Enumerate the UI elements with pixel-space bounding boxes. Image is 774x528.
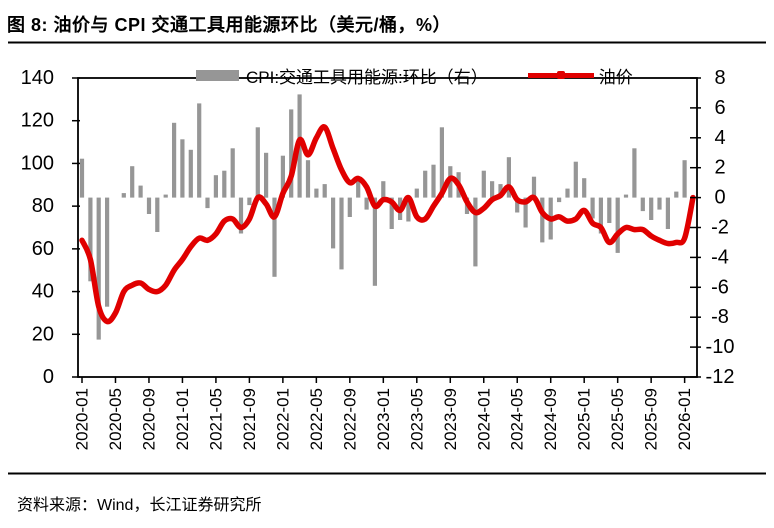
chart-legend: CPI:交通工具用能源:环比（右） 油价: [196, 62, 633, 88]
svg-text:2025-09: 2025-09: [642, 388, 661, 450]
svg-text:2020-05: 2020-05: [106, 388, 125, 450]
svg-text:2025-05: 2025-05: [608, 388, 627, 450]
svg-text:100: 100: [21, 152, 54, 174]
svg-text:2023-01: 2023-01: [374, 388, 393, 450]
svg-text:2026-01: 2026-01: [675, 388, 694, 450]
legend-bar-label: CPI:交通工具用能源:环比（右）: [246, 67, 488, 87]
svg-text:2023-05: 2023-05: [407, 388, 426, 450]
svg-text:2025-01: 2025-01: [575, 388, 594, 450]
svg-text:-6: -6: [711, 276, 729, 298]
svg-text:2020-09: 2020-09: [140, 388, 159, 450]
svg-text:20: 20: [32, 323, 54, 345]
svg-text:6: 6: [714, 97, 725, 119]
svg-text:2022-01: 2022-01: [273, 388, 292, 450]
legend-bar-swatch-icon: [196, 69, 239, 81]
svg-text:2024-01: 2024-01: [474, 388, 493, 450]
figure-title: 图 8: 油价与 CPI 交通工具用能源环比（美元/桶，%）: [7, 15, 452, 35]
legend-line-marker-icon: [556, 71, 565, 79]
svg-text:2021-01: 2021-01: [173, 388, 192, 450]
svg-text:-2: -2: [711, 217, 729, 239]
source-note: 资料来源：Wind，长江证券研究所: [17, 497, 262, 514]
svg-text:2024-05: 2024-05: [508, 388, 527, 450]
svg-text:60: 60: [32, 238, 54, 260]
svg-text:2022-05: 2022-05: [307, 388, 326, 450]
svg-text:80: 80: [32, 195, 54, 217]
svg-text:2021-05: 2021-05: [206, 388, 225, 450]
svg-text:-10: -10: [706, 336, 735, 358]
svg-text:140: 140: [21, 67, 54, 89]
svg-text:8: 8: [714, 67, 725, 89]
svg-text:2020-01: 2020-01: [73, 388, 92, 450]
svg-text:0: 0: [714, 187, 725, 209]
svg-text:2024-09: 2024-09: [541, 388, 560, 450]
legend-line-swatch-icon: [527, 71, 594, 79]
svg-text:40: 40: [32, 281, 54, 303]
legend-line-label: 油价: [598, 67, 633, 87]
svg-text:-8: -8: [711, 306, 729, 328]
svg-text:120: 120: [21, 110, 54, 132]
svg-text:2022-09: 2022-09: [340, 388, 359, 450]
svg-text:-12: -12: [706, 366, 735, 388]
svg-text:4: 4: [714, 127, 725, 149]
svg-text:-4: -4: [711, 246, 729, 268]
svg-text:2: 2: [714, 157, 725, 179]
svg-text:2021-09: 2021-09: [240, 388, 259, 450]
svg-text:0: 0: [43, 366, 54, 388]
svg-text:2023-09: 2023-09: [441, 388, 460, 450]
